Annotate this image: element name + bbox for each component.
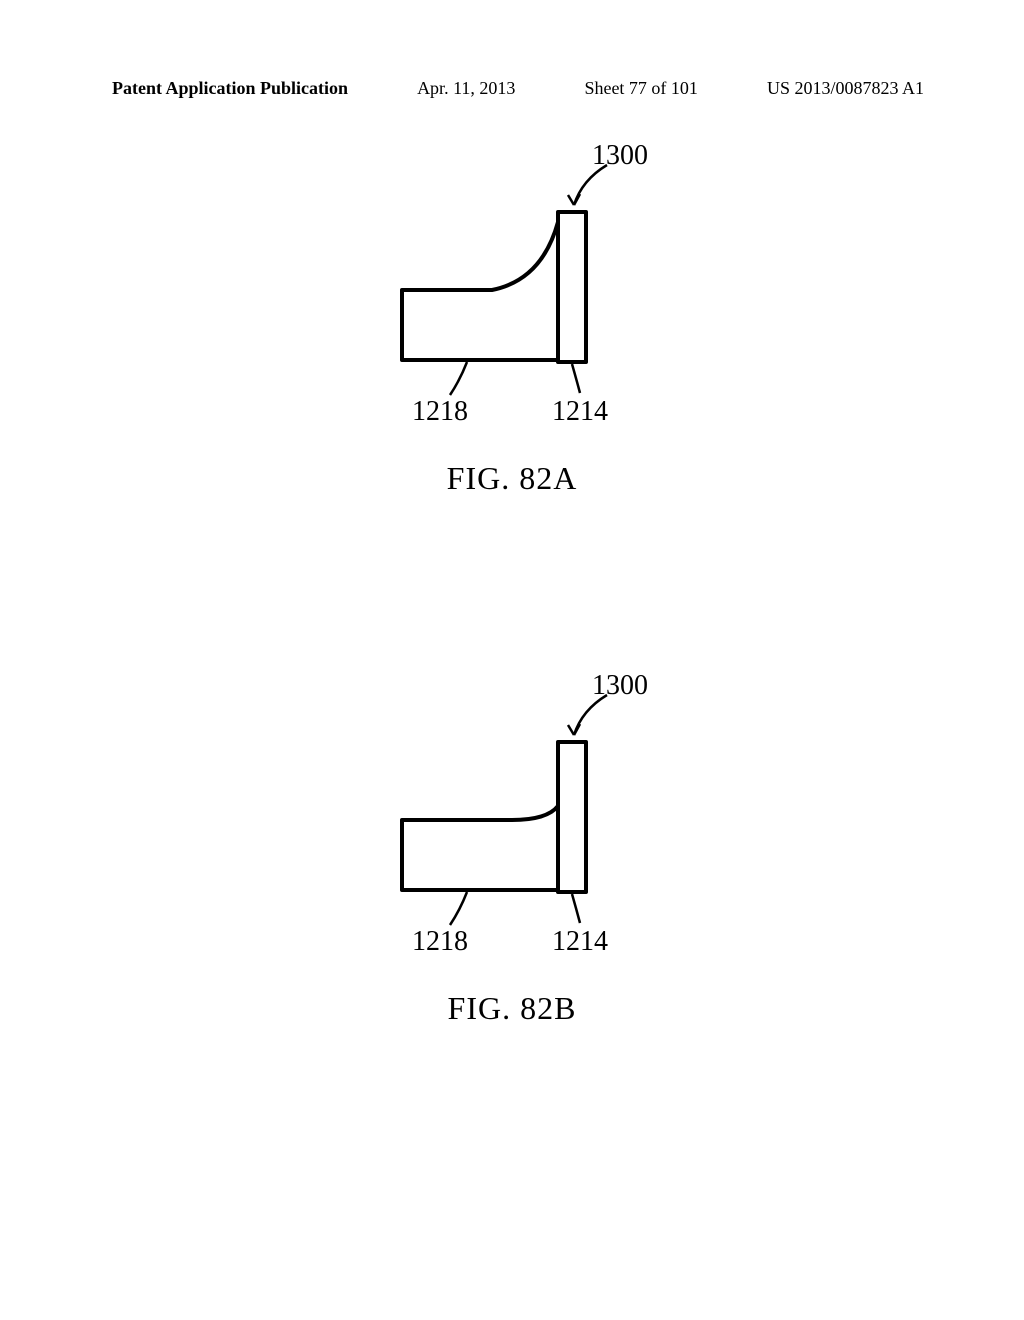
fig-b-leader-1214 — [572, 894, 580, 923]
publication-date: Apr. 11, 2013 — [417, 78, 515, 99]
fig-a-ref-1214: 1214 — [552, 396, 608, 428]
fig-b-ref-1214: 1214 — [552, 926, 608, 958]
figure-82b-drawing — [332, 680, 692, 980]
fig-a-caption: FIG. 82A — [447, 460, 578, 497]
publication-label: Patent Application Publication — [112, 78, 348, 99]
fig-b-ref-1218: 1218 — [412, 926, 468, 958]
fig-a-ref-1218: 1218 — [412, 396, 468, 428]
fig-a-leader-1214 — [572, 364, 580, 393]
fig-a-leader-1218 — [450, 362, 467, 395]
fig-b-leader-1218 — [450, 892, 467, 925]
figure-82a: 1300 1218 1214 FIG. 82A — [0, 150, 1024, 570]
fig-a-arrowhead-1300 — [568, 194, 580, 205]
fig-a-ref-1300: 1300 — [592, 140, 648, 172]
fig-b-arrowhead-1300 — [568, 724, 580, 735]
sheet-number: Sheet 77 of 101 — [584, 78, 697, 99]
figure-82a-drawing — [332, 150, 692, 450]
publication-number: US 2013/0087823 A1 — [767, 78, 924, 99]
page-header: Patent Application Publication Apr. 11, … — [0, 78, 1024, 99]
fig-b-caption: FIG. 82B — [448, 990, 577, 1027]
figure-82b: 1300 1218 1214 FIG. 82B — [0, 680, 1024, 1100]
fig-b-ref-1300: 1300 — [592, 670, 648, 702]
